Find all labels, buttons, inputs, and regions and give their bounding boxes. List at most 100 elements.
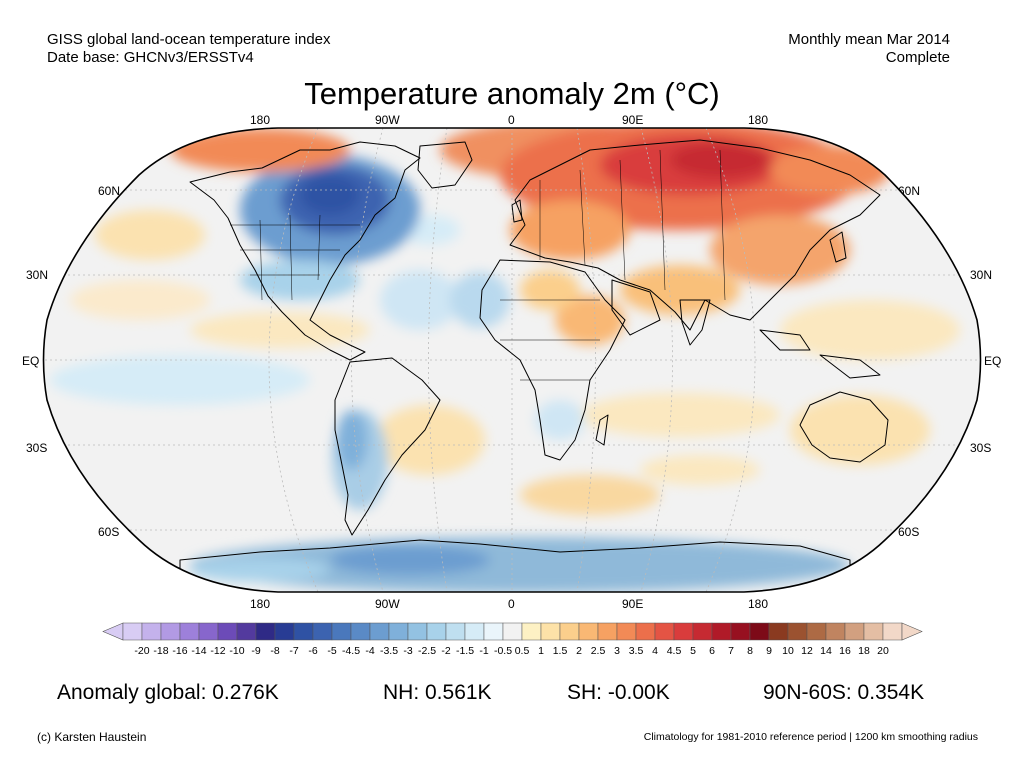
colorbar-tick-label: 3 [614,645,620,657]
colorbar-tick-label: 9 [766,645,772,657]
colorbar-tick-label: -1 [479,645,488,657]
colorbar-tick-label: -10 [229,645,244,657]
colorbar-tick-label: -18 [153,645,168,657]
colorbar-tick-label: 18 [858,645,870,657]
colorbar-tick-label: -1.5 [456,645,474,657]
colorbar-tick-label: -12 [210,645,225,657]
colorbar-cell [274,622,295,641]
colorbar-cell [312,622,333,641]
colorbar-tick-label: 8 [747,645,753,657]
colorbar-cell [692,622,713,641]
colorbar-tick-label: 1 [538,645,544,657]
colorbar-cell [768,622,789,641]
colorbar-tick-label: -20 [134,645,149,657]
colorbar-cell [369,622,390,641]
colorbar-tick-label: 4.5 [667,645,682,657]
colorbar-cell [597,622,618,641]
polar-anomaly: 90N-60S: 0.354K [763,681,925,704]
colorbar-cell [236,622,257,641]
colorbar: -20 -18 -16 -1 4 -12 -10 -9 -8 -7 -6 -5 -4.5 -4 -3.5 -3… [102,622,923,657]
colorbar-cell [141,622,162,641]
colorbar-arrow-right [901,622,923,641]
lat-label-left-60n: 60N [98,184,121,198]
colorbar-tick-label: 1.5 [553,645,568,657]
map-title: Temperature anomaly 2m (°C) [304,76,720,111]
colorbar-labels: -20 -18 -16 -1 4 -12 -10 -9 -8 -7 -6 -5 -4.5 -4 -3.5 -3… [134,645,889,657]
colorbar-tick-label: 2.5 [591,645,606,657]
graticule [45,128,979,592]
colorbar-cell [844,622,865,641]
colorbar-tick-label: -6 [308,645,317,657]
colorbar-tick-label: -4.5 [342,645,360,657]
map-border [42,127,982,593]
colorbar-cell [863,622,884,641]
colorbar-cell [616,622,637,641]
anomaly-field [50,128,960,592]
colorbar-tick-label: 7 [728,645,734,657]
colorbar-cell [673,622,694,641]
colorbar-cell [122,622,143,641]
colorbar-cell [730,622,751,641]
colorbar-tick-label: -2.5 [418,645,436,657]
colorbar-cell [464,622,485,641]
lon-label-top-90w: 90W [375,113,400,127]
climatology-note: Climatology for 1981-2010 reference peri… [643,731,978,743]
lat-label-left-eq: EQ [22,354,40,368]
colorbar-cell [635,622,656,641]
colorbar-cell [521,622,542,641]
colorbar-cell [160,622,181,641]
colorbar-cells [102,622,923,641]
colorbar-tick-label: -9 [251,645,260,657]
colorbar-cell [806,622,827,641]
global-anomaly: Anomaly global: 0.276K [57,681,279,704]
lat-label-right-60s: 60S [898,525,920,539]
lat-label-left-30n: 30N [26,268,49,282]
colorbar-tick-label: -0.5 [494,645,512,657]
sh-anomaly: SH: -0.00K [567,681,670,704]
colorbar-tick-label: 4 [652,645,658,657]
colorbar-tick-label: 0.5 [515,645,530,657]
colorbar-tick-label: -2 [441,645,450,657]
colorbar-cell [426,622,447,641]
lon-label-top-90e: 90E [622,113,644,127]
lon-label-bottom-0: 0 [508,597,515,611]
lat-label-right-eq: EQ [984,354,1002,368]
colorbar-tick-label: -3 [403,645,412,657]
colorbar-cell [540,622,561,641]
colorbar-cell [445,622,466,641]
period-label: Monthly mean Mar 2014 [788,31,950,48]
colorbar-arrow-left [102,622,124,641]
source-title: GISS global land-ocean temperature index [47,31,331,48]
colorbar-cell [502,622,523,641]
colorbar-tick-label: 16 [839,645,851,657]
completeness-label: Complete [885,49,950,66]
colorbar-tick-label: 12 [801,645,813,657]
database-label: Date base: GHCNv3/ERSSTv4 [47,49,254,66]
colorbar-tick-label: 6 [709,645,715,657]
colorbar-cell [179,622,200,641]
colorbar-cell [217,622,238,641]
colorbar-cell [198,622,219,641]
colorbar-cell [749,622,770,641]
colorbar-tick-label: -5 [327,645,336,657]
colorbar-cell [255,622,276,641]
lat-label-left-60s: 60S [98,525,120,539]
lat-label-left-30s: 30S [26,441,48,455]
lon-label-top-180e: 180 [748,113,769,127]
colorbar-cell [787,622,808,641]
colorbar-cell [331,622,352,641]
colorbar-tick-label: -4 [365,645,374,657]
lon-label-bottom-180w: 180 [250,597,271,611]
colorbar-tick-label: -8 [270,645,279,657]
nh-anomaly: NH: 0.561K [383,681,492,704]
colorbar-tick-label: 5 [690,645,696,657]
colorbar-tick-label: -16 [172,645,187,657]
colorbar-cell [578,622,599,641]
colorbar-tick-label: -3.5 [380,645,398,657]
lon-label-top-180w: 180 [250,113,271,127]
lon-label-bottom-180e: 180 [748,597,769,611]
colorbar-cell [711,622,732,641]
colorbar-tick-label: -7 [289,645,298,657]
colorbar-tick-label: 10 [782,645,794,657]
